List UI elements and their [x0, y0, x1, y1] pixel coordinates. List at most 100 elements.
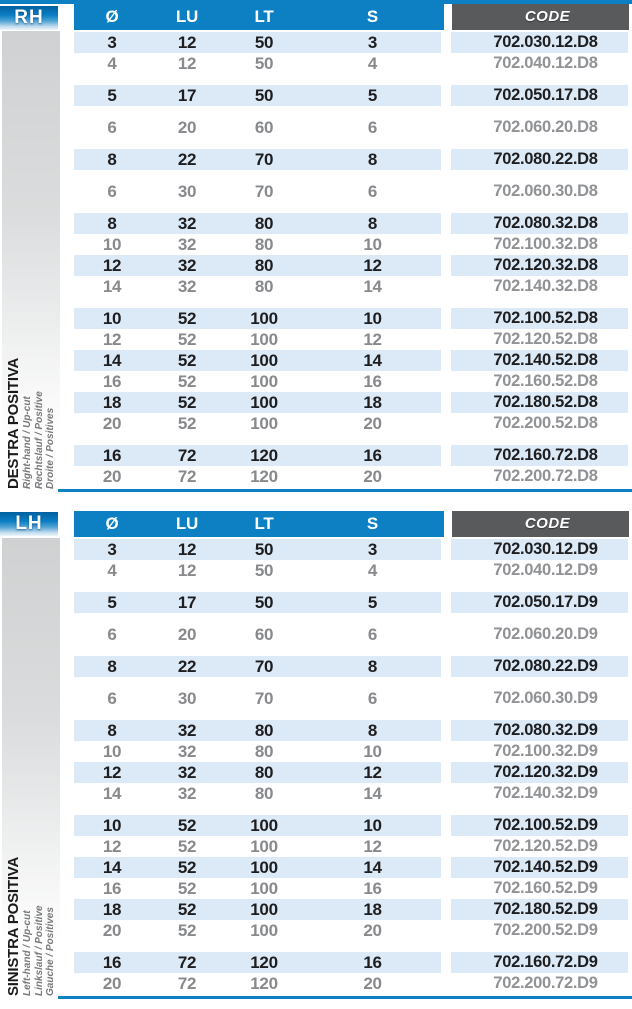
cell-shank: 6	[367, 689, 378, 708]
side-subtitle: Right-hand / Up-cut	[22, 396, 33, 489]
cell-shank: 16	[363, 372, 382, 391]
cell-code: 702.200.72.D9	[493, 974, 598, 992]
row-stripe	[451, 350, 628, 371]
table-row: 18 52 100 18 702.180.52.D9	[0, 899, 632, 920]
cell-shank: 8	[367, 721, 378, 740]
cell-lt: 100	[250, 351, 278, 370]
cell-lt: 80	[254, 277, 274, 296]
cell-diameter: 16	[102, 446, 122, 465]
row-stripe	[74, 720, 441, 741]
cell-diameter: 10	[102, 235, 122, 254]
cell-code: 702.140.52.D8	[493, 351, 598, 369]
cell-lt: 80	[254, 763, 274, 782]
side-subtitle: Droite / Positives	[45, 407, 56, 489]
cell-shank: 8	[367, 657, 378, 676]
row-group: 5 17 50 5 702.050.17.D9	[0, 592, 632, 613]
side-caption-lh: SINISTRA POSITIVA Left-hand / Up-cut Lin…	[5, 857, 57, 996]
cell-shank: 14	[363, 784, 382, 803]
cell-code: 702.120.52.D8	[493, 330, 598, 348]
row-stripe	[451, 592, 628, 613]
cell-code: 702.200.52.D8	[493, 414, 598, 432]
cell-shank: 8	[367, 214, 378, 233]
cell-code: 702.100.52.D8	[493, 309, 598, 327]
table-row: 5 17 50 5 702.050.17.D9	[0, 592, 632, 613]
bottom-rule	[58, 996, 632, 999]
cell-diameter: 6	[107, 689, 117, 708]
cell-code: 702.030.12.D9	[493, 540, 598, 558]
cell-shank: 20	[363, 414, 382, 433]
cell-diameter: 3	[107, 33, 117, 52]
cell-shank: 14	[363, 858, 382, 877]
row-stripe	[451, 952, 628, 973]
row-stripe	[74, 308, 441, 329]
cell-diameter: 14	[102, 351, 122, 370]
row-stripe	[451, 656, 628, 677]
cell-shank: 6	[367, 118, 378, 137]
cell-shank: 18	[363, 900, 382, 919]
cell-code: 702.040.12.D9	[493, 561, 598, 579]
cell-shank: 4	[367, 54, 378, 73]
cell-lu: 32	[177, 763, 197, 782]
row-stripe	[74, 762, 441, 783]
table-row: 4 12 50 4 702.040.12.D8	[0, 53, 632, 74]
cell-lu: 32	[177, 214, 197, 233]
table-row: 14 52 100 14 702.140.52.D9	[0, 857, 632, 878]
cell-lt: 100	[250, 414, 278, 433]
cell-lt: 120	[250, 446, 278, 465]
table-row: 10 52 100 10 702.100.52.D8	[0, 308, 632, 329]
cell-lt: 60	[254, 625, 274, 644]
cell-code: 702.080.32.D8	[493, 214, 598, 232]
cell-lu: 12	[177, 561, 197, 580]
table-row: 10 32 80 10 702.100.32.D9	[0, 741, 632, 762]
row-group: 6 20 60 6 702.060.20.D9	[0, 624, 632, 645]
side-subtitle: Linkslauf / Positive	[33, 905, 45, 996]
row-stripe	[451, 255, 628, 276]
cell-code: 702.200.72.D8	[493, 467, 598, 485]
cell-code: 702.060.30.D8	[493, 182, 598, 200]
cell-code: 702.120.32.D8	[493, 256, 598, 274]
cell-lt: 60	[254, 118, 274, 137]
cell-shank: 6	[367, 625, 378, 644]
cell-lt: 80	[254, 784, 274, 803]
cell-shank: 12	[363, 330, 382, 349]
row-group: 8 32 80 8 702.080.32.D9 10 32 80 10 702.100.32.D9…	[0, 720, 632, 804]
table-row: 12 32 80 12 702.120.32.D9	[0, 762, 632, 783]
cell-diameter: 14	[102, 277, 122, 296]
cell-diameter: 6	[107, 182, 117, 201]
table-row: 5 17 50 5 702.050.17.D8	[0, 85, 632, 106]
cell-lu: 12	[177, 540, 197, 559]
cell-diameter: 12	[102, 256, 122, 275]
cell-lu: 52	[177, 816, 197, 835]
cell-lt: 120	[250, 467, 278, 486]
cell-lu: 32	[177, 721, 197, 740]
row-group: 5 17 50 5 702.050.17.D8	[0, 85, 632, 106]
cell-lu: 32	[177, 277, 197, 296]
col-header-lu: LU	[175, 514, 199, 533]
table-row: 12 52 100 12 702.120.52.D8	[0, 329, 632, 350]
col-header-shank: S	[366, 7, 379, 26]
row-stripe	[451, 857, 628, 878]
row-stripe	[451, 32, 628, 53]
cell-code: 702.050.17.D9	[493, 593, 598, 611]
cell-code: 702.060.30.D9	[493, 689, 598, 707]
cell-shank: 8	[367, 150, 378, 169]
col-header-code: CODE	[452, 4, 629, 30]
row-stripe	[74, 656, 441, 677]
cell-code: 702.060.20.D9	[493, 625, 598, 643]
row-group: 3 12 50 3 702.030.12.D9 4 12 50 4 702.040.12.D9	[0, 539, 632, 581]
cell-lu: 52	[177, 372, 197, 391]
row-group: 16 72 120 16 702.160.72.D9 20 72 120 20 702.200.7…	[0, 952, 632, 994]
cell-lt: 50	[254, 33, 274, 52]
row-stripe	[74, 592, 441, 613]
cell-diameter: 20	[102, 921, 122, 940]
row-group: 10 52 100 10 702.100.52.D9 12 52 100 12 702.120.5…	[0, 815, 632, 941]
cell-lt: 100	[250, 330, 278, 349]
cell-code: 702.180.52.D8	[493, 393, 598, 411]
cell-lu: 32	[177, 256, 197, 275]
cell-code: 702.080.22.D8	[493, 150, 598, 168]
cell-code: 702.080.32.D9	[493, 721, 598, 739]
cell-lt: 50	[254, 540, 274, 559]
cell-lu: 17	[177, 86, 197, 105]
cell-lt: 100	[250, 372, 278, 391]
table-row: 14 52 100 14 702.140.52.D8	[0, 350, 632, 371]
